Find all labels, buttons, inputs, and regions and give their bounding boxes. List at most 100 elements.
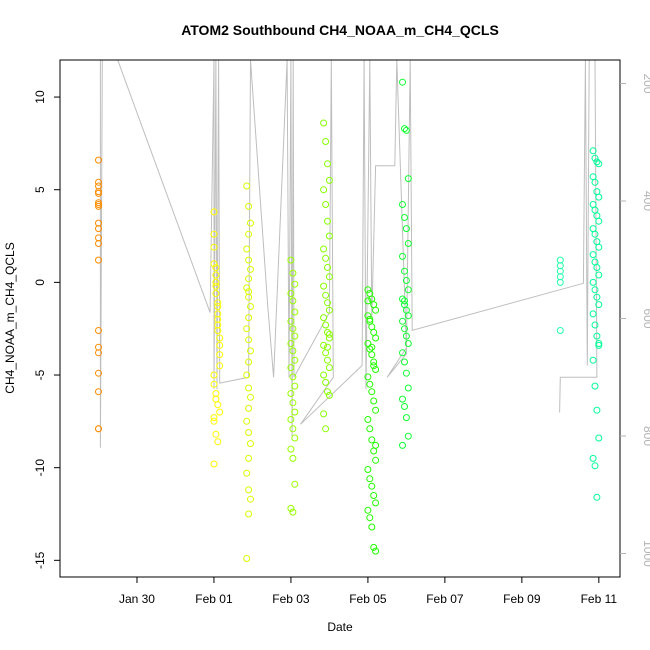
data-point [404,432,412,440]
data-point [556,278,564,286]
y2-tick-label: 800 [641,426,650,446]
data-point [366,425,374,433]
data-point [289,399,297,407]
data-point [370,543,378,551]
data-point [289,347,297,355]
y-axis: 10 5 0 -5 -10 -15 [33,90,60,569]
data-point [591,230,599,238]
data-point [324,217,331,225]
data-point [595,160,603,168]
data-point [591,382,599,390]
data-point [95,388,102,396]
data-point [591,154,599,162]
data-point [287,340,295,347]
y-tick-label: 5 [33,186,47,193]
data-point [593,238,601,246]
data-point [287,504,295,512]
data-point [322,321,330,329]
data-point [404,286,412,294]
data-point [245,510,253,518]
data-point [210,208,218,216]
data-point [372,366,380,373]
x-tick-label: Jan 30 [119,592,155,606]
data-point [589,310,597,318]
data-point [291,480,299,488]
data-point [214,299,222,307]
y2-tick-label: 600 [641,308,650,328]
data-point [245,429,253,436]
data-point [320,314,328,322]
data-point [372,547,380,555]
data-point [368,323,376,331]
data-point [402,414,410,422]
data-point [287,390,295,397]
data-point [591,462,599,470]
data-point [322,425,330,433]
data-point [589,201,597,208]
data-point [593,493,601,501]
x-tick-label: Feb 11 [581,592,618,606]
data-point [593,158,601,166]
pressure-track-layer [99,59,598,448]
data-point [247,219,254,227]
data-point [320,119,328,127]
data-point [370,397,378,405]
data-point [404,312,412,320]
data-point [212,282,220,290]
data-point [95,369,102,377]
data-point [591,206,599,214]
data-point [214,303,222,310]
data-point [402,126,410,134]
data-point [372,406,380,414]
data-point [402,277,410,284]
data-point [214,438,222,446]
data-point [595,243,603,251]
data-point [368,436,376,444]
data-point [595,341,603,349]
data-point [216,351,224,359]
data-point [399,349,406,357]
data-point [370,328,378,336]
data-point [401,403,408,410]
pressure-track-line [99,59,598,448]
data-point [289,297,297,305]
data-point [320,341,328,349]
data-point [247,393,254,401]
data-point [320,245,328,253]
data-point [287,317,295,325]
data-point [591,321,599,329]
data-point [320,186,328,194]
data-point [245,336,253,344]
data-point [210,371,218,379]
x-tick-label: Feb 03 [272,592,310,606]
data-point [245,230,253,238]
data-point [320,410,328,418]
data-point [595,301,603,309]
data-point [243,284,251,292]
data-point [95,240,102,247]
data-point [399,201,406,208]
x-axis: Jan 30 Feb 01 Feb 03 Feb 05 Feb 07 Feb 09 Feb … [119,577,617,606]
data-point [366,380,374,388]
data-point [324,264,331,271]
data-point [370,447,378,455]
data-point [324,388,331,396]
data-point [243,417,251,425]
data-point [593,332,601,340]
data-point [289,269,297,277]
data-point [591,178,599,186]
data-point [216,362,224,370]
data-point [95,156,102,164]
data-point [399,78,406,86]
data-point [366,514,374,522]
data-point [243,325,251,333]
data-point [216,408,224,416]
data-point [401,267,408,275]
data-point [325,334,333,342]
data-point [210,417,218,425]
data-point [372,499,380,507]
y2-axis: 200 400 600 800 1000 [620,73,650,567]
y2-tick-label: 200 [641,73,650,93]
data-point [245,256,253,264]
data-point [287,416,295,423]
